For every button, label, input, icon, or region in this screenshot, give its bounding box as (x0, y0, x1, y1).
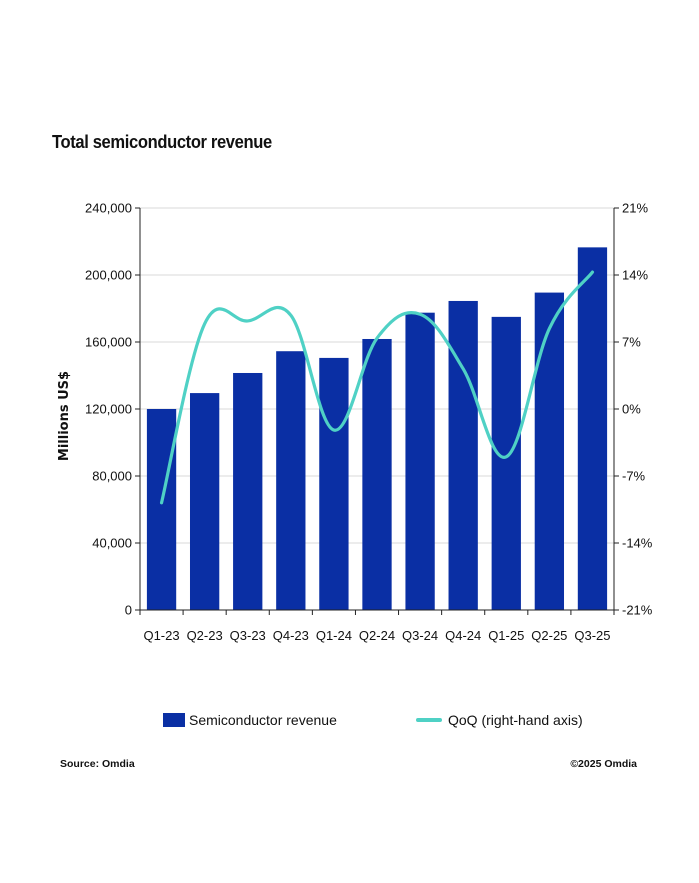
x-tick-label: Q1-25 (488, 628, 524, 643)
bar-q4-24 (448, 300, 478, 610)
x-tick-label: Q4-24 (445, 628, 481, 643)
x-tick-label: Q1-23 (143, 628, 179, 643)
x-tick-label: Q3-25 (574, 628, 610, 643)
left-tick-label: 40,000 (92, 536, 132, 551)
axes (135, 207, 619, 615)
left-tick-label: 120,000 (85, 402, 132, 417)
legend-label-qoq: QoQ (right-hand axis) (448, 712, 583, 728)
legend: Semiconductor revenue QoQ (right-hand ax… (0, 712, 699, 734)
legend-swatch-line (416, 718, 442, 722)
revenue-bars (146, 247, 608, 611)
x-tick-label: Q2-23 (187, 628, 223, 643)
qoq-line (159, 270, 595, 505)
left-tick-label: 160,000 (85, 335, 132, 350)
left-tick-label: 200,000 (85, 268, 132, 283)
right-tick-label: -7% (622, 469, 646, 484)
axis-labels: 0 40,000 80,000 120,000 160,000 200,000 240,00… (57, 201, 653, 644)
x-tick-label: Q1-24 (316, 628, 352, 643)
copyright-note: ©2025 Omdia (570, 758, 637, 770)
legend-item-qoq: QoQ (right-hand axis) (416, 712, 583, 728)
left-tick-label: 240,000 (85, 201, 132, 216)
source-note: Source: Omdia (60, 758, 135, 770)
chart-title: Total semiconductor revenue (52, 132, 272, 152)
bar-q2-25 (534, 292, 565, 610)
left-tick-label: 0 (125, 603, 132, 618)
x-tick-label: Q2-25 (531, 628, 567, 643)
x-tick-label: Q3-24 (402, 628, 438, 643)
right-tick-label: -21% (622, 603, 653, 618)
x-tick-label: Q2-24 (359, 628, 395, 643)
right-tick-label: 0% (622, 402, 641, 417)
bar-q2-24 (362, 338, 392, 610)
y-axis-title: Millions US$ (57, 371, 72, 461)
bar-q3-23 (233, 372, 263, 610)
bar-q2-23 (189, 393, 220, 610)
left-tick-label: 80,000 (92, 469, 132, 484)
bar-q3-24 (405, 312, 435, 610)
bar-q1-25 (491, 316, 521, 610)
bar-q1-24 (319, 357, 349, 610)
bar-q4-23 (276, 351, 306, 610)
bar-q3-25 (577, 247, 608, 611)
right-tick-label: -14% (622, 536, 653, 551)
legend-label-revenue: Semiconductor revenue (189, 712, 337, 728)
right-tick-label: 14% (622, 268, 648, 283)
x-tick-label: Q3-23 (230, 628, 266, 643)
legend-item-revenue: Semiconductor revenue (163, 712, 337, 728)
right-tick-label: 7% (622, 335, 641, 350)
x-tick-label: Q4-23 (273, 628, 309, 643)
right-tick-label: 21% (622, 201, 648, 216)
qoq-line-series (159, 270, 595, 505)
legend-swatch-bar (163, 713, 185, 727)
bar-q1-23 (146, 409, 177, 610)
